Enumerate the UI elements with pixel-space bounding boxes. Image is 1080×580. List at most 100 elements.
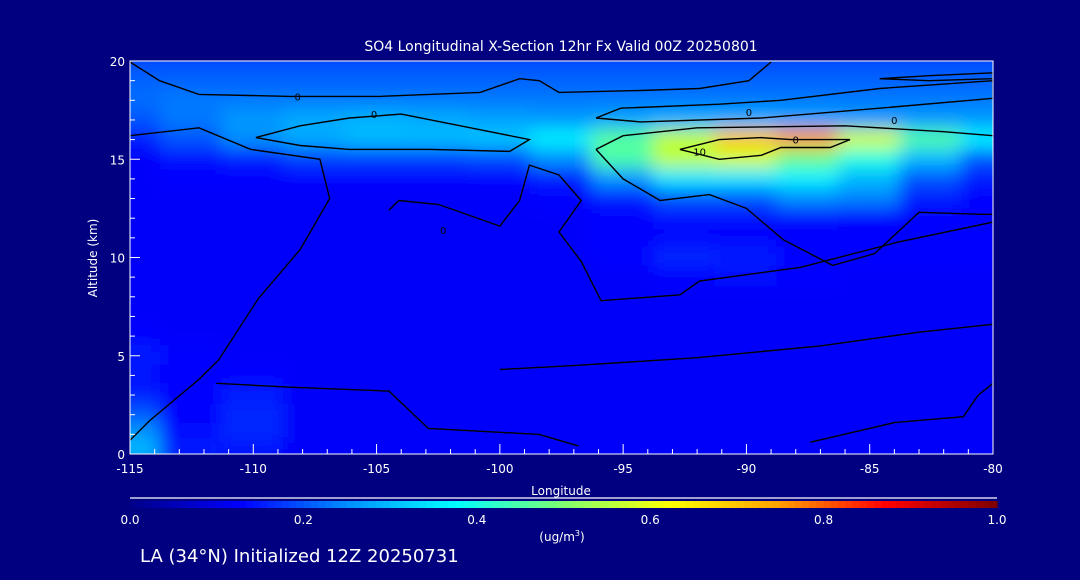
heatmap-cell <box>468 69 532 92</box>
colorbar-segment <box>830 501 839 508</box>
y-tick-label: 15 <box>110 153 125 167</box>
colorbar-segment <box>686 501 695 508</box>
y-tick-label: 0 <box>117 448 125 462</box>
heatmap-cell <box>221 266 286 288</box>
heatmap-cell <box>529 266 594 288</box>
heatmap-cell <box>406 423 471 446</box>
heatmap-cell <box>159 443 224 454</box>
heatmap-cell <box>406 109 471 131</box>
contour-line <box>388 164 993 302</box>
colorbar-tick-label: 0.6 <box>641 513 660 527</box>
colorbar-segment <box>895 501 904 508</box>
heatmap-cell <box>344 403 409 426</box>
heatmap-cell <box>652 61 717 72</box>
heatmap-cell <box>406 61 471 72</box>
contour-label: 0 <box>746 108 752 119</box>
heatmap-cell <box>406 305 471 328</box>
colorbar-segment <box>375 501 384 508</box>
heatmap-cell <box>714 227 779 249</box>
heatmap-cell <box>899 246 964 269</box>
heatmap-cell <box>899 61 964 72</box>
heatmap-cell <box>652 227 717 249</box>
heatmap-cell <box>776 443 840 454</box>
heatmap-cell <box>714 364 779 387</box>
heatmap-cell <box>283 364 347 387</box>
colorbar-segment <box>353 501 362 508</box>
colorbar-segment <box>382 501 391 508</box>
colorbar-tick-label: 0.8 <box>814 513 833 527</box>
colorbar-segment <box>245 501 254 508</box>
heatmap-cell <box>837 148 902 171</box>
colorbar-segment <box>751 501 760 508</box>
heatmap-cell <box>221 364 286 387</box>
heatmap-cell <box>283 207 347 230</box>
heatmap-cell <box>714 384 779 406</box>
heatmap-cell <box>776 61 840 72</box>
heatmap-cell <box>159 168 224 190</box>
heatmap-cell <box>344 344 409 367</box>
heatmap-cell <box>529 364 594 387</box>
heatmap-cell <box>468 305 532 328</box>
contour-label: 10 <box>693 147 706 158</box>
heatmap-cell <box>899 187 964 210</box>
colorbar-segment <box>339 501 348 508</box>
contour-label: 0 <box>371 110 377 121</box>
heatmap-cell <box>406 443 471 454</box>
heatmap-cell <box>468 246 532 269</box>
colorbar-segment <box>187 501 196 508</box>
heatmap-cell <box>652 443 717 454</box>
colorbar-segment <box>657 501 666 508</box>
contour-label: 0 <box>440 226 446 237</box>
heatmap-cell <box>283 266 347 288</box>
colorbar-segment <box>960 501 969 508</box>
heatmap-cell <box>130 148 162 171</box>
contour-line <box>595 148 993 267</box>
colorbar-segment <box>729 501 738 508</box>
heatmap-cell <box>961 246 993 269</box>
colorbar-segment <box>736 501 745 508</box>
colorbar-segment <box>917 501 926 508</box>
heatmap-cell <box>961 325 993 347</box>
heatmap-cell <box>776 109 840 131</box>
heatmap-cell <box>283 109 347 131</box>
heatmap-cell <box>344 61 409 72</box>
colorbar-segment <box>274 501 283 508</box>
y-tick-label: 10 <box>110 252 125 266</box>
heatmap-cell <box>406 325 471 347</box>
heatmap-cell <box>344 384 409 406</box>
heatmap-cell <box>837 364 902 387</box>
heatmap-cell <box>283 168 347 190</box>
heatmap-cell <box>961 266 993 288</box>
colorbar-segment <box>585 501 593 508</box>
colorbar-segment <box>476 501 485 508</box>
plot-area: 0 0 0 0 10 0 0 <box>130 61 993 454</box>
heatmap-cell <box>283 384 347 406</box>
colorbar-segment <box>773 501 781 508</box>
colorbar-segment <box>231 501 239 508</box>
heatmap-cell <box>961 305 993 328</box>
heatmap-cell <box>837 344 902 367</box>
heatmap-cell <box>961 148 993 171</box>
colorbar-segment <box>310 501 319 508</box>
heatmap-cell <box>529 89 594 112</box>
heatmap-cell <box>529 305 594 328</box>
colorbar-segment <box>577 501 586 508</box>
heatmap-cell <box>406 69 471 92</box>
y-tick-label: 5 <box>117 350 125 364</box>
chart-title: SO4 Longitudinal X-Section 12hr Fx Valid… <box>364 39 757 55</box>
contour-label: 0 <box>891 116 897 127</box>
heatmap-cell <box>221 187 286 210</box>
heatmap-cell <box>961 364 993 387</box>
colorbar-segment <box>700 501 709 508</box>
contour-lines: 0 0 0 0 10 0 0 <box>130 61 993 447</box>
heatmap-cell <box>899 266 964 288</box>
heatmap-cell <box>837 61 902 72</box>
heatmap-cell <box>529 187 594 210</box>
heatmap-cell <box>221 285 286 308</box>
heatmap-cell <box>652 266 717 288</box>
colorbar-segment <box>534 501 543 508</box>
heatmap-cell <box>468 344 532 367</box>
heatmap-cell <box>776 423 840 446</box>
colorbar-segment <box>512 501 521 508</box>
heatmap-cell <box>283 344 347 367</box>
